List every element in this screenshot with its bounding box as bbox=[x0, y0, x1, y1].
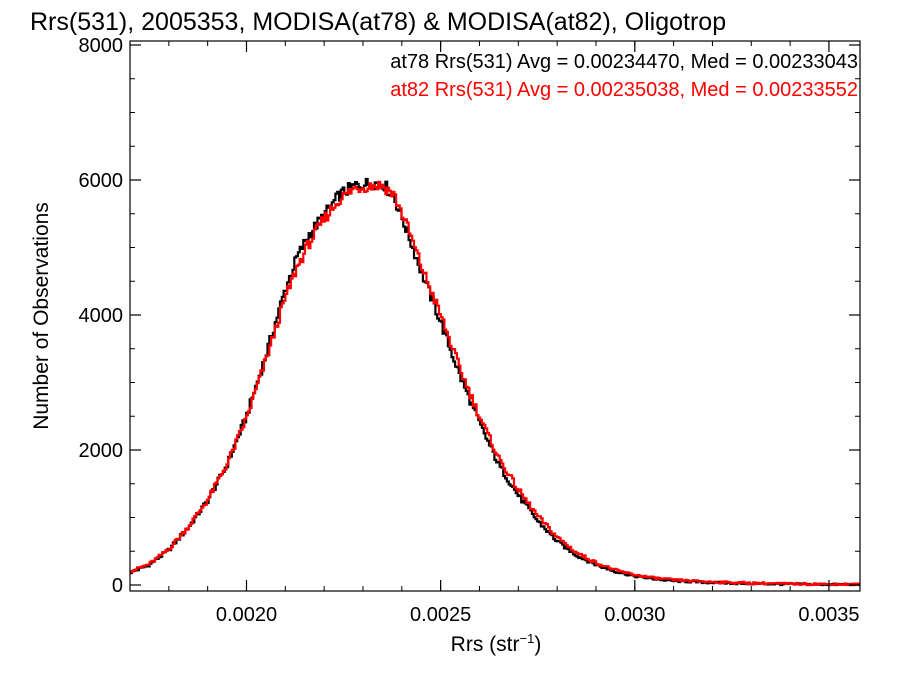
y-tick-label: 2000 bbox=[79, 440, 124, 462]
y-tick-label: 8000 bbox=[79, 35, 124, 57]
x-axis-label-close: ) bbox=[534, 633, 541, 656]
x-axis-label-superscript: −1 bbox=[520, 631, 535, 646]
x-axis-label-main: Rrs (str bbox=[451, 633, 520, 656]
series-line-at82 bbox=[130, 180, 860, 587]
y-tick-label: 4000 bbox=[79, 305, 124, 327]
chart-title: Rrs(531), 2005353, MODISA(at78) & MODISA… bbox=[30, 8, 726, 36]
legend-entry-at78: at78 Rrs(531) Avg = 0.00234470, Med = 0.… bbox=[390, 51, 858, 73]
y-tick-label: 0 bbox=[112, 575, 123, 597]
plot-frame bbox=[129, 40, 861, 592]
x-tick-label: 0.0030 bbox=[604, 604, 665, 626]
series-layer bbox=[130, 177, 860, 587]
axes-layer: 0.0020 0.0025 0.0030 0.0035 0 2000 4000 6000 800… bbox=[79, 35, 860, 626]
x-tick-label: 0.0020 bbox=[216, 604, 277, 626]
y-tick-label: 6000 bbox=[79, 170, 124, 192]
x-tick-label: 0.0025 bbox=[410, 604, 471, 626]
legend-entry-at82: at82 Rrs(531) Avg = 0.00235038, Med = 0.… bbox=[390, 79, 858, 101]
x-axis-label: Rrs (str−1) bbox=[451, 631, 542, 656]
y-axis-label: Number of Observations bbox=[30, 202, 53, 430]
x-tick-label: 0.0035 bbox=[798, 604, 859, 626]
